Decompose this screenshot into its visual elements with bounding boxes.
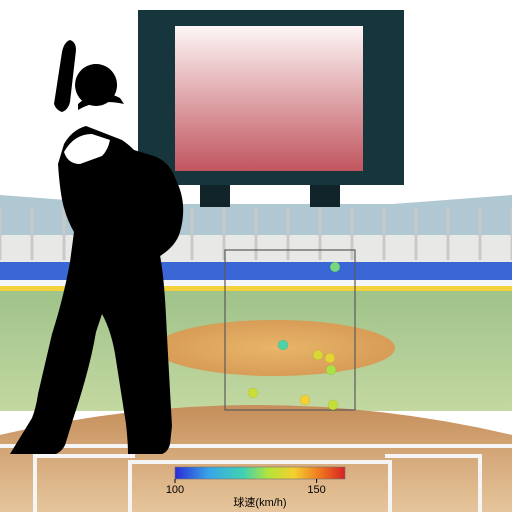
legend-tick-label: 100 xyxy=(166,484,184,496)
pitch-marker xyxy=(313,350,323,360)
pitch-marker xyxy=(328,400,338,410)
pitch-marker xyxy=(330,262,340,272)
pitch-marker xyxy=(325,353,335,363)
pitch-marker xyxy=(248,388,258,398)
legend-tick-label: 150 xyxy=(307,484,325,496)
legend-label: 球速(km/h) xyxy=(233,495,286,509)
infield-dirt xyxy=(0,405,512,512)
pitch-marker xyxy=(300,395,310,405)
pitchers-mound xyxy=(155,320,395,376)
scoreboard xyxy=(138,10,404,207)
scoreboard-screen xyxy=(175,26,363,171)
pitch-marker xyxy=(278,340,288,350)
pitch-marker xyxy=(326,365,336,375)
